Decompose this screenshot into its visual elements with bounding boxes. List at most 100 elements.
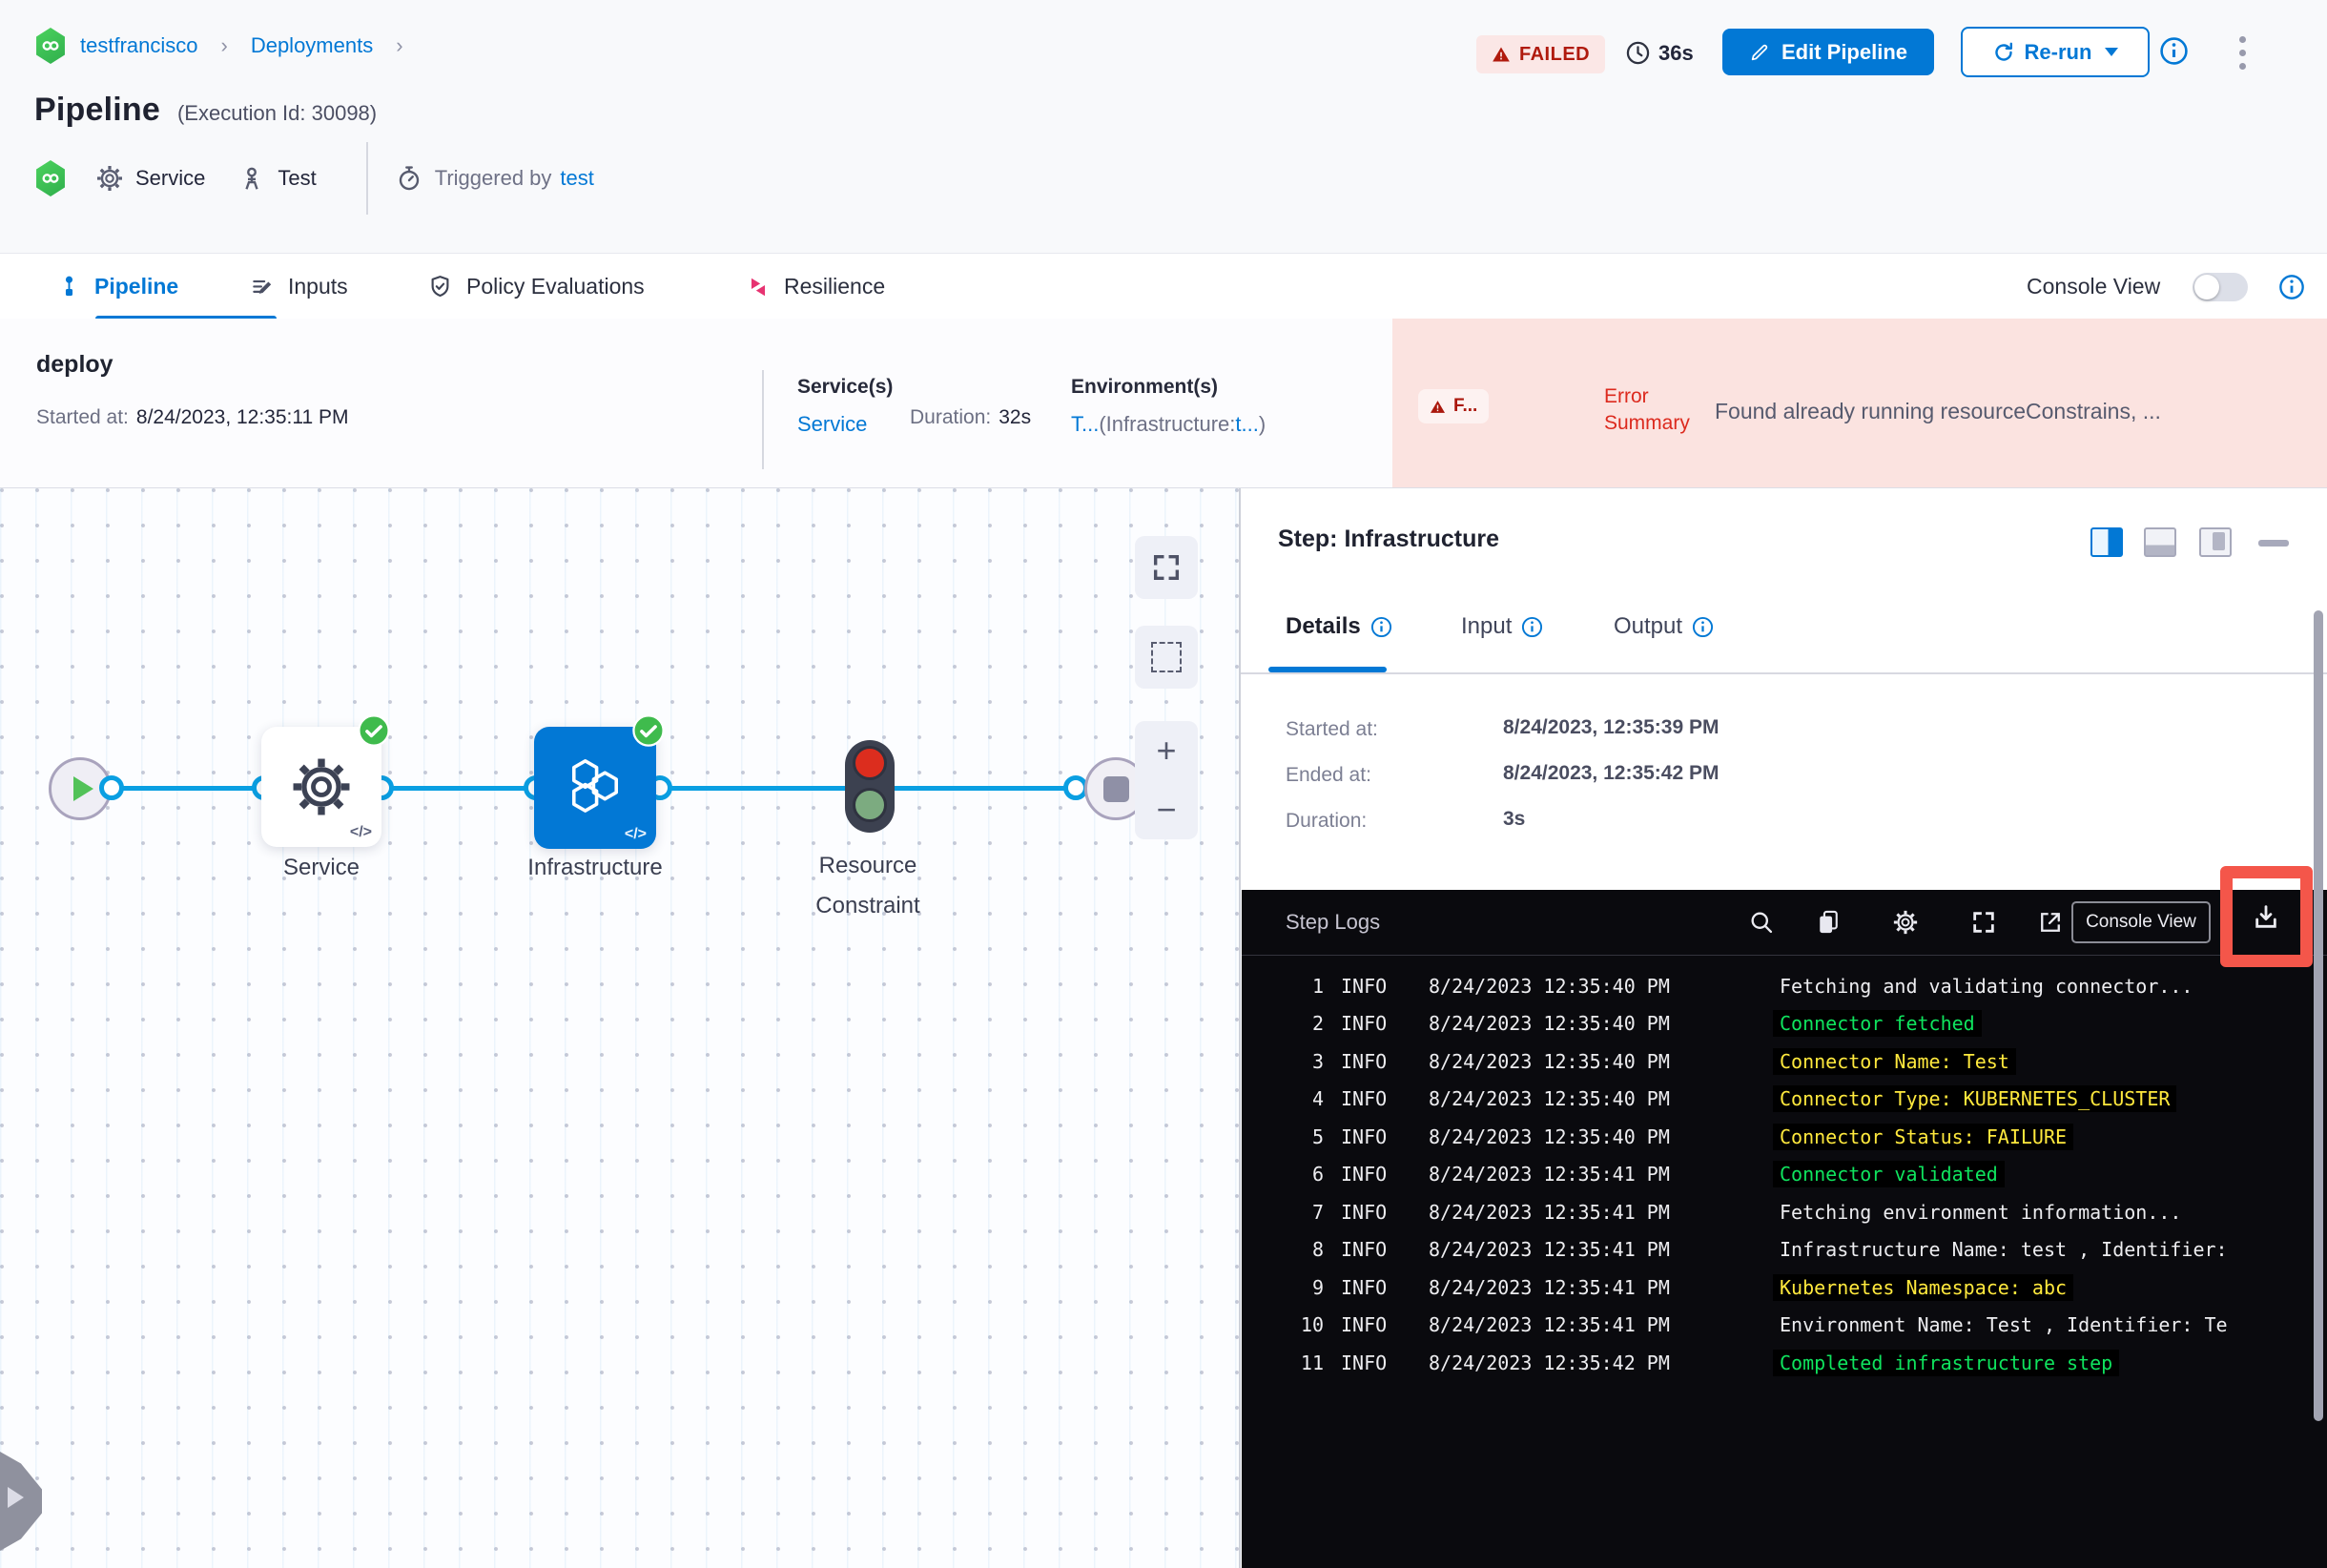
- edit-pipeline-label: Edit Pipeline: [1781, 39, 1908, 64]
- node-infrastructure-label: Infrastructure: [527, 855, 663, 880]
- traffic-light-green-icon: [853, 788, 887, 822]
- detail-ended-value: 8/24/2023, 12:35:42 PM: [1503, 762, 1720, 784]
- canvas-fullscreen-button[interactable]: [1135, 536, 1198, 599]
- input-info-icon[interactable]: [1521, 616, 1543, 638]
- service-kind-label: Service: [135, 166, 206, 190]
- node-service[interactable]: </>: [261, 714, 390, 847]
- tab-resilience-label: Resilience: [784, 274, 886, 299]
- console-view-toggle[interactable]: [2193, 272, 2249, 301]
- infrastructure-link[interactable]: t...: [1235, 412, 1259, 436]
- triggered-by-label: Triggered by: [434, 166, 552, 190]
- pencil-icon: [1751, 44, 1768, 60]
- detail-ended-label: Ended at:: [1286, 764, 1371, 786]
- detail-duration-value: 3s: [1503, 808, 1526, 830]
- page-title: Pipeline: [34, 92, 160, 128]
- duration-value: 32s: [999, 406, 1032, 428]
- node-infrastructure[interactable]: </>: [534, 714, 665, 849]
- tab-input[interactable]: Input: [1461, 613, 1543, 640]
- panel-divider[interactable]: [1239, 488, 1241, 1568]
- log-settings-gear-icon[interactable]: [1892, 909, 1919, 936]
- step-panel-title: Step: Infrastructure: [1278, 526, 1499, 552]
- console-view-info-icon[interactable]: [2278, 274, 2305, 300]
- log-row: 6 INFO 8/24/2023 12:35:41 PM Connector vali…: [1242, 1156, 2327, 1194]
- search-icon[interactable]: [1748, 909, 1775, 936]
- log-row: 3 INFO 8/24/2023 12:35:40 PM Connector Name…: [1242, 1042, 2327, 1081]
- warning-triangle-icon: [1430, 400, 1446, 413]
- services-value-link[interactable]: Service: [797, 412, 868, 436]
- environment-kind-label: Test: [278, 166, 317, 190]
- log-console-view-label: Console View: [2086, 912, 2196, 932]
- rerun-icon: [1994, 42, 2012, 61]
- node-resource-constraint[interactable]: [845, 740, 895, 833]
- breadcrumb-separator: ›: [396, 33, 403, 57]
- summary-divider: [762, 370, 764, 469]
- inputs-icon: [253, 279, 272, 294]
- download-icon[interactable]: [2251, 902, 2281, 933]
- pipeline-canvas[interactable]: [0, 488, 1239, 1568]
- zoom-in-button[interactable]: +: [1156, 731, 1177, 770]
- environment-link[interactable]: T...: [1071, 412, 1100, 436]
- policy-shield-icon: [431, 276, 449, 298]
- execution-id: (Execution Id: 30098): [176, 101, 378, 125]
- copy-icon[interactable]: [1815, 909, 1842, 936]
- breadcrumb: testfrancisco › Deployments ›: [34, 28, 413, 64]
- zoom-out-button[interactable]: −: [1156, 790, 1177, 829]
- canvas-marquee-select-button[interactable]: [1135, 626, 1198, 689]
- rerun-button[interactable]: Re-run: [1961, 27, 2150, 77]
- elapsed-time-value: 36s: [1658, 40, 1694, 65]
- main-tabbar: Pipeline Inputs Policy Evaluations Resil…: [0, 253, 2327, 320]
- breadcrumb-deployments[interactable]: Deployments: [250, 33, 374, 57]
- fullscreen-icon: [1153, 554, 1180, 581]
- services-label: Service(s): [797, 376, 894, 398]
- external-link-icon[interactable]: [2037, 909, 2064, 936]
- check-badge-icon: [358, 714, 390, 747]
- layout-float-icon[interactable]: [2199, 527, 2232, 557]
- started-at-label: Started at:: [36, 406, 129, 428]
- tab-output-label: Output: [1614, 613, 1683, 639]
- code-glyph: </>: [624, 826, 647, 842]
- rerun-info-icon[interactable]: [2159, 36, 2189, 66]
- log-console-view-button[interactable]: Console View: [2071, 901, 2211, 943]
- tab-policy-evaluations[interactable]: Policy Evaluations: [427, 254, 645, 320]
- trigger-user-link[interactable]: test: [560, 166, 594, 190]
- detail-started-value: 8/24/2023, 12:35:39 PM: [1503, 716, 1720, 738]
- stop-icon: [1102, 775, 1129, 802]
- minimize-icon[interactable]: [2258, 540, 2289, 547]
- tab-inputs[interactable]: Inputs: [250, 254, 348, 320]
- environment-text-close: ): [1258, 412, 1266, 436]
- details-info-icon[interactable]: [1370, 616, 1392, 638]
- status-badge: FAILED: [1476, 35, 1606, 73]
- detail-started-label: Started at:: [1286, 718, 1378, 740]
- stopwatch-icon: [399, 166, 419, 191]
- resource-constraint-line2: Constraint: [815, 893, 920, 918]
- rerun-caret-icon: [2105, 48, 2119, 56]
- edge-start-service: [112, 786, 264, 791]
- step-logs-title: Step Logs: [1286, 910, 1381, 934]
- breadcrumb-separator: ›: [220, 33, 228, 57]
- log-fullscreen-icon[interactable]: [1970, 909, 1997, 936]
- output-info-icon[interactable]: [1692, 616, 1714, 638]
- edge-resource-end: [895, 786, 1076, 791]
- log-row: 9 INFO 8/24/2023 12:35:41 PM Kubernetes Nam…: [1242, 1269, 2327, 1307]
- breadcrumb-project[interactable]: testfrancisco: [80, 33, 198, 57]
- pipeline-icon: [65, 276, 73, 297]
- tab-input-label: Input: [1461, 613, 1513, 639]
- layout-bottom-icon[interactable]: [2144, 527, 2176, 557]
- tab-output[interactable]: Output: [1614, 613, 1714, 640]
- active-panel-tab-underline: [1268, 667, 1387, 672]
- tab-resilience[interactable]: Resilience: [746, 254, 885, 320]
- tab-pipeline[interactable]: Pipeline: [57, 254, 277, 320]
- edit-pipeline-button[interactable]: Edit Pipeline: [1722, 29, 1934, 75]
- more-options-kebab-icon[interactable]: [2239, 36, 2246, 70]
- panel-scrollbar[interactable]: [2314, 610, 2323, 1421]
- tab-inputs-label: Inputs: [288, 274, 348, 299]
- person-icon: [245, 167, 258, 190]
- environments-value: T... (Infrastructure: t... ): [1071, 412, 1266, 437]
- tab-details[interactable]: Details: [1286, 613, 1392, 640]
- layout-split-icon[interactable]: [2090, 527, 2123, 557]
- log-row: 5 INFO 8/24/2023 12:35:40 PM Connector Stat…: [1242, 1118, 2327, 1156]
- meta-row: Service Test Triggered by test: [34, 142, 594, 215]
- harness-logo-icon: [36, 28, 65, 64]
- active-tab-underline: [95, 316, 277, 320]
